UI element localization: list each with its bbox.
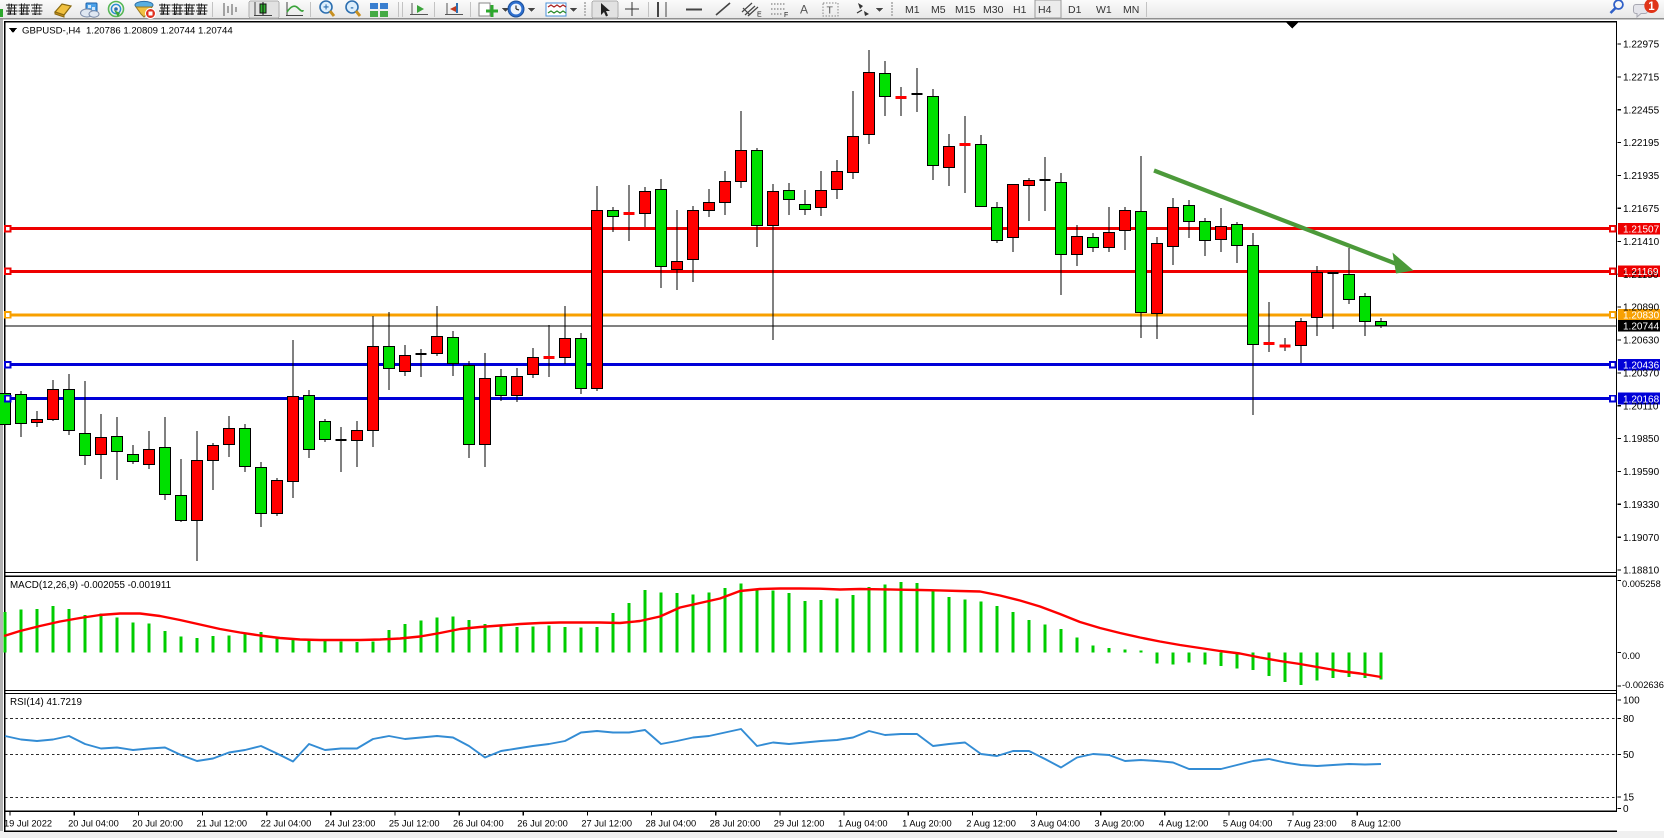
svg-text:1.21410: 1.21410	[1623, 237, 1660, 248]
svg-text:29 Jul 12:00: 29 Jul 12:00	[774, 819, 825, 829]
svg-text:M15: M15	[955, 4, 976, 16]
svg-text:1.20744: 1.20744	[1623, 322, 1660, 333]
svg-text:100: 100	[1623, 696, 1640, 707]
svg-text:26 Jul 04:00: 26 Jul 04:00	[453, 819, 504, 829]
svg-text:1: 1	[1648, 1, 1655, 13]
svg-text:1.20110: 1.20110	[1623, 401, 1659, 412]
svg-text:-0.002636: -0.002636	[1622, 680, 1664, 690]
svg-text:M5: M5	[931, 4, 946, 16]
svg-text:1.20370: 1.20370	[1623, 369, 1660, 380]
svg-text:1.21169: 1.21169	[1623, 267, 1659, 278]
svg-text:21 Jul 12:00: 21 Jul 12:00	[196, 819, 247, 829]
svg-text:1.19070: 1.19070	[1623, 533, 1660, 544]
svg-text:1.20168: 1.20168	[1623, 394, 1660, 405]
svg-text:1.22975: 1.22975	[1623, 40, 1660, 51]
svg-text:0.00: 0.00	[1622, 651, 1640, 661]
svg-text:W1: W1	[1096, 4, 1112, 16]
svg-text:1 Aug 04:00: 1 Aug 04:00	[838, 819, 888, 829]
svg-text:25 Jul 12:00: 25 Jul 12:00	[389, 819, 440, 829]
svg-text:19 Jul 2022: 19 Jul 2022	[4, 819, 52, 829]
svg-text:H4: H4	[1038, 4, 1052, 16]
svg-text:50: 50	[1623, 750, 1635, 761]
svg-text:80: 80	[1623, 714, 1635, 725]
svg-text:1.21150: 1.21150	[1623, 270, 1659, 281]
svg-text:M1: M1	[905, 4, 920, 16]
svg-text:27 Jul 12:00: 27 Jul 12:00	[581, 819, 632, 829]
svg-text:28 Jul 20:00: 28 Jul 20:00	[710, 819, 761, 829]
svg-text:1.20630: 1.20630	[1623, 336, 1660, 347]
svg-text:2 Aug 12:00: 2 Aug 12:00	[966, 819, 1016, 829]
svg-text:F: F	[784, 12, 788, 19]
svg-text:E: E	[757, 12, 762, 19]
svg-text:1.19330: 1.19330	[1623, 500, 1660, 511]
svg-text:D1: D1	[1068, 4, 1082, 16]
svg-text:4 Aug 12:00: 4 Aug 12:00	[1159, 819, 1209, 829]
svg-text:1.21675: 1.21675	[1623, 204, 1660, 215]
svg-text:3 Aug 04:00: 3 Aug 04:00	[1030, 819, 1080, 829]
svg-text:GBPUSD-,H4 1.20786 1.20809 1.: GBPUSD-,H4 1.20786 1.20809 1.20744 1.207…	[22, 26, 233, 37]
svg-text:7 Aug 23:00: 7 Aug 23:00	[1287, 819, 1337, 829]
svg-text:-: -	[350, 3, 353, 14]
svg-text:1.20890: 1.20890	[1623, 303, 1660, 314]
svg-text:20 Jul 04:00: 20 Jul 04:00	[68, 819, 119, 829]
svg-text:RSI(14) 41.7219: RSI(14) 41.7219	[10, 697, 82, 708]
svg-text:5 Aug 04:00: 5 Aug 04:00	[1223, 819, 1273, 829]
svg-text:1.20436: 1.20436	[1623, 361, 1660, 372]
svg-text:3 Aug 20:00: 3 Aug 20:00	[1095, 819, 1145, 829]
svg-text:1.22715: 1.22715	[1623, 73, 1660, 84]
svg-text:1.22455: 1.22455	[1623, 105, 1660, 116]
svg-text:1.22195: 1.22195	[1623, 138, 1660, 149]
svg-text:MACD(12,26,9) -0.002055 -0.001: MACD(12,26,9) -0.002055 -0.001911	[10, 580, 171, 591]
svg-text:H1: H1	[1013, 4, 1027, 16]
svg-text:8 Aug 12:00: 8 Aug 12:00	[1351, 819, 1401, 829]
svg-text:1.19590: 1.19590	[1623, 467, 1660, 478]
svg-text:+: +	[323, 3, 329, 14]
svg-text:1.18810: 1.18810	[1623, 566, 1660, 577]
svg-text:20 Jul 20:00: 20 Jul 20:00	[132, 819, 183, 829]
svg-text:28 Jul 04:00: 28 Jul 04:00	[646, 819, 697, 829]
svg-text:26 Jul 20:00: 26 Jul 20:00	[517, 819, 568, 829]
svg-text:0.005258: 0.005258	[1622, 579, 1661, 589]
svg-text:1.19850: 1.19850	[1623, 434, 1660, 445]
svg-text:MN: MN	[1123, 4, 1139, 16]
svg-text:A: A	[800, 3, 808, 17]
svg-text:1 Aug 20:00: 1 Aug 20:00	[902, 819, 952, 829]
svg-text:0: 0	[1623, 804, 1629, 815]
svg-text:24 Jul 23:00: 24 Jul 23:00	[325, 819, 376, 829]
svg-text:1.21935: 1.21935	[1623, 171, 1660, 182]
svg-text:22 Jul 04:00: 22 Jul 04:00	[261, 819, 312, 829]
svg-text:T: T	[827, 5, 834, 17]
svg-text:15: 15	[1623, 793, 1635, 804]
svg-text:1.21507: 1.21507	[1623, 224, 1660, 235]
svg-text:1.20830: 1.20830	[1623, 311, 1660, 322]
svg-text:M30: M30	[983, 4, 1004, 16]
